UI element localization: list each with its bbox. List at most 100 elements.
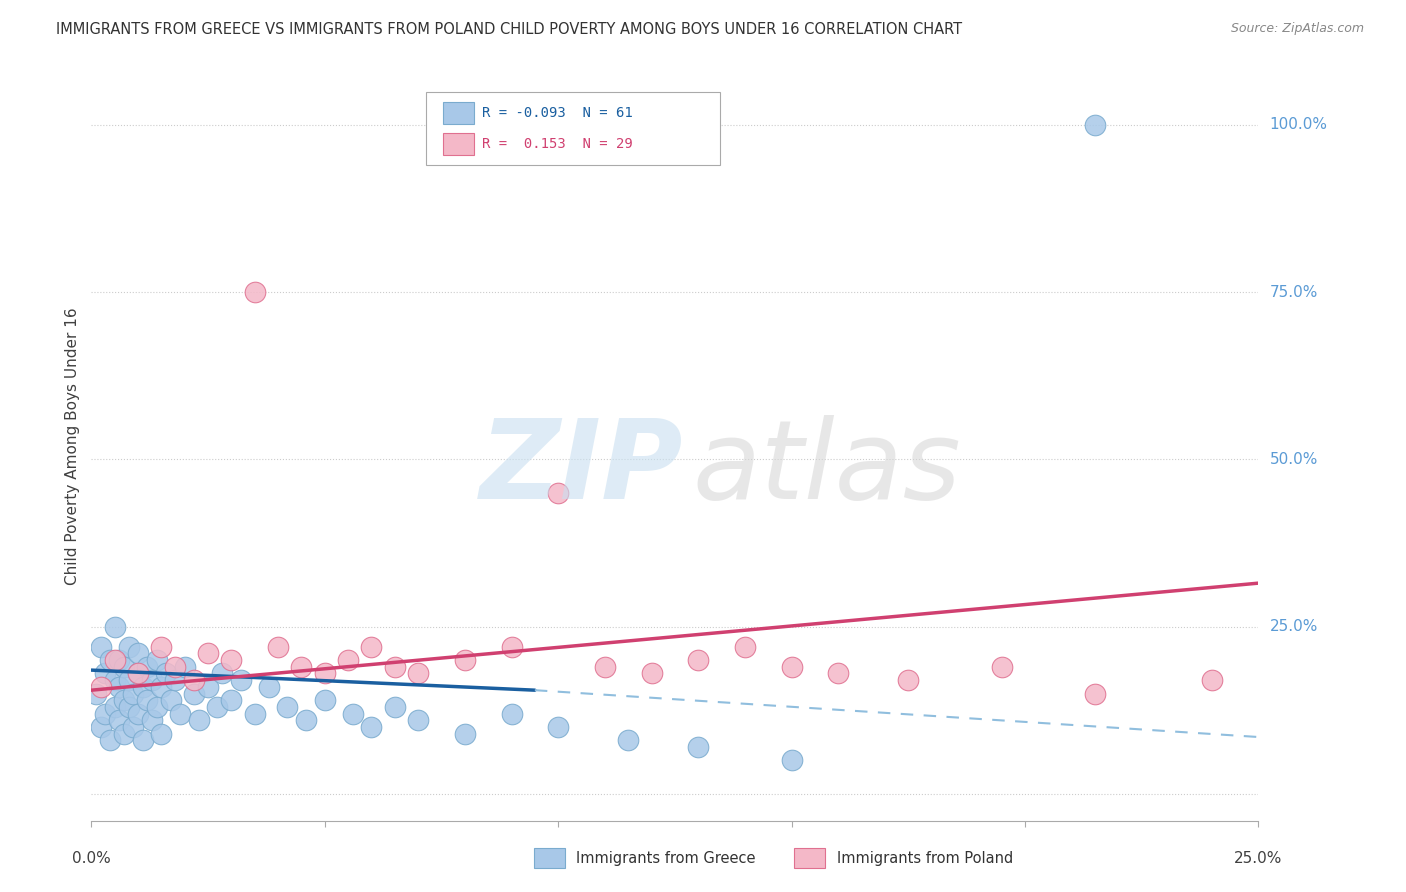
Point (183, 673, 205, 688)
Point (118, 673, 141, 688)
Text: IMMIGRANTS FROM GREECE VS IMMIGRANTS FROM POLAND CHILD POVERTY AMONG BOYS UNDER : IMMIGRANTS FROM GREECE VS IMMIGRANTS FRO… (56, 22, 962, 37)
Point (118, 699, 141, 714)
Point (221, 693, 243, 707)
Point (127, 666, 149, 681)
Point (150, 640, 173, 654)
Point (122, 720, 145, 734)
Point (136, 693, 159, 707)
Point (501, 706, 523, 721)
Point (104, 673, 127, 688)
Point (342, 706, 364, 721)
Point (276, 699, 298, 714)
Y-axis label: Child Poverty Among Boys Under 16: Child Poverty Among Boys Under 16 (65, 307, 80, 585)
Point (108, 653, 131, 667)
Text: R = -0.093  N = 61: R = -0.093 N = 61 (482, 106, 633, 120)
Point (547, 720, 569, 734)
Point (547, 485, 569, 500)
Point (165, 660, 187, 674)
Point (780, 660, 803, 674)
Point (173, 660, 195, 674)
Point (141, 673, 163, 688)
Point (384, 660, 406, 674)
Point (112, 726, 135, 740)
Point (145, 653, 167, 667)
Text: Immigrants from Greece: Immigrants from Greece (576, 851, 756, 865)
Text: 50.0%: 50.0% (1270, 452, 1317, 467)
Point (897, 673, 920, 688)
Point (827, 666, 849, 681)
Point (132, 680, 155, 694)
Point (229, 673, 252, 688)
Point (360, 640, 382, 654)
Point (243, 706, 266, 721)
Text: Immigrants from Poland: Immigrants from Poland (837, 851, 1012, 865)
Point (688, 653, 710, 667)
Point (688, 740, 710, 755)
Point (90, 720, 112, 734)
Point (145, 699, 167, 714)
Point (141, 714, 163, 728)
Point (454, 726, 477, 740)
Point (593, 660, 616, 674)
Point (314, 666, 336, 681)
Point (617, 733, 640, 747)
Point (1084, 118, 1107, 132)
Point (314, 693, 336, 707)
Point (94, 706, 117, 721)
Point (90, 680, 112, 694)
Point (127, 666, 149, 681)
Point (406, 714, 429, 728)
Point (108, 680, 131, 694)
Text: 0.0%: 0.0% (72, 851, 111, 866)
Point (501, 640, 523, 654)
Point (127, 706, 149, 721)
Point (104, 653, 127, 667)
Point (360, 720, 382, 734)
Point (243, 285, 266, 300)
Point (90, 640, 112, 654)
Point (165, 673, 187, 688)
Point (207, 699, 229, 714)
Point (122, 687, 145, 701)
Text: atlas: atlas (692, 415, 960, 522)
Point (127, 646, 149, 660)
Point (159, 693, 181, 707)
Point (197, 680, 219, 694)
Text: 100.0%: 100.0% (1270, 118, 1327, 132)
Point (290, 660, 312, 674)
Point (1201, 673, 1223, 688)
Point (197, 646, 219, 660)
Point (267, 640, 290, 654)
Point (257, 680, 280, 694)
Point (98, 653, 121, 667)
Point (295, 714, 318, 728)
Text: Source: ZipAtlas.com: Source: ZipAtlas.com (1230, 22, 1364, 36)
Point (104, 699, 127, 714)
Text: 25.0%: 25.0% (1234, 851, 1282, 866)
Point (112, 660, 135, 674)
Text: ZIP: ZIP (479, 415, 683, 522)
Point (108, 714, 131, 728)
Point (337, 653, 360, 667)
Point (384, 699, 406, 714)
Point (187, 714, 209, 728)
Text: R =  0.153  N = 29: R = 0.153 N = 29 (482, 136, 633, 151)
Point (640, 666, 662, 681)
Point (136, 660, 159, 674)
Point (211, 666, 233, 681)
Point (406, 666, 429, 681)
Point (454, 653, 477, 667)
Point (98, 733, 121, 747)
Point (112, 693, 135, 707)
Point (94, 666, 117, 681)
Point (104, 620, 127, 634)
Point (780, 753, 803, 767)
Point (150, 680, 173, 694)
Point (132, 733, 155, 747)
Point (1084, 687, 1107, 701)
Point (990, 660, 1012, 674)
Point (734, 640, 756, 654)
Point (155, 666, 177, 681)
Point (150, 726, 173, 740)
Point (84, 687, 107, 701)
